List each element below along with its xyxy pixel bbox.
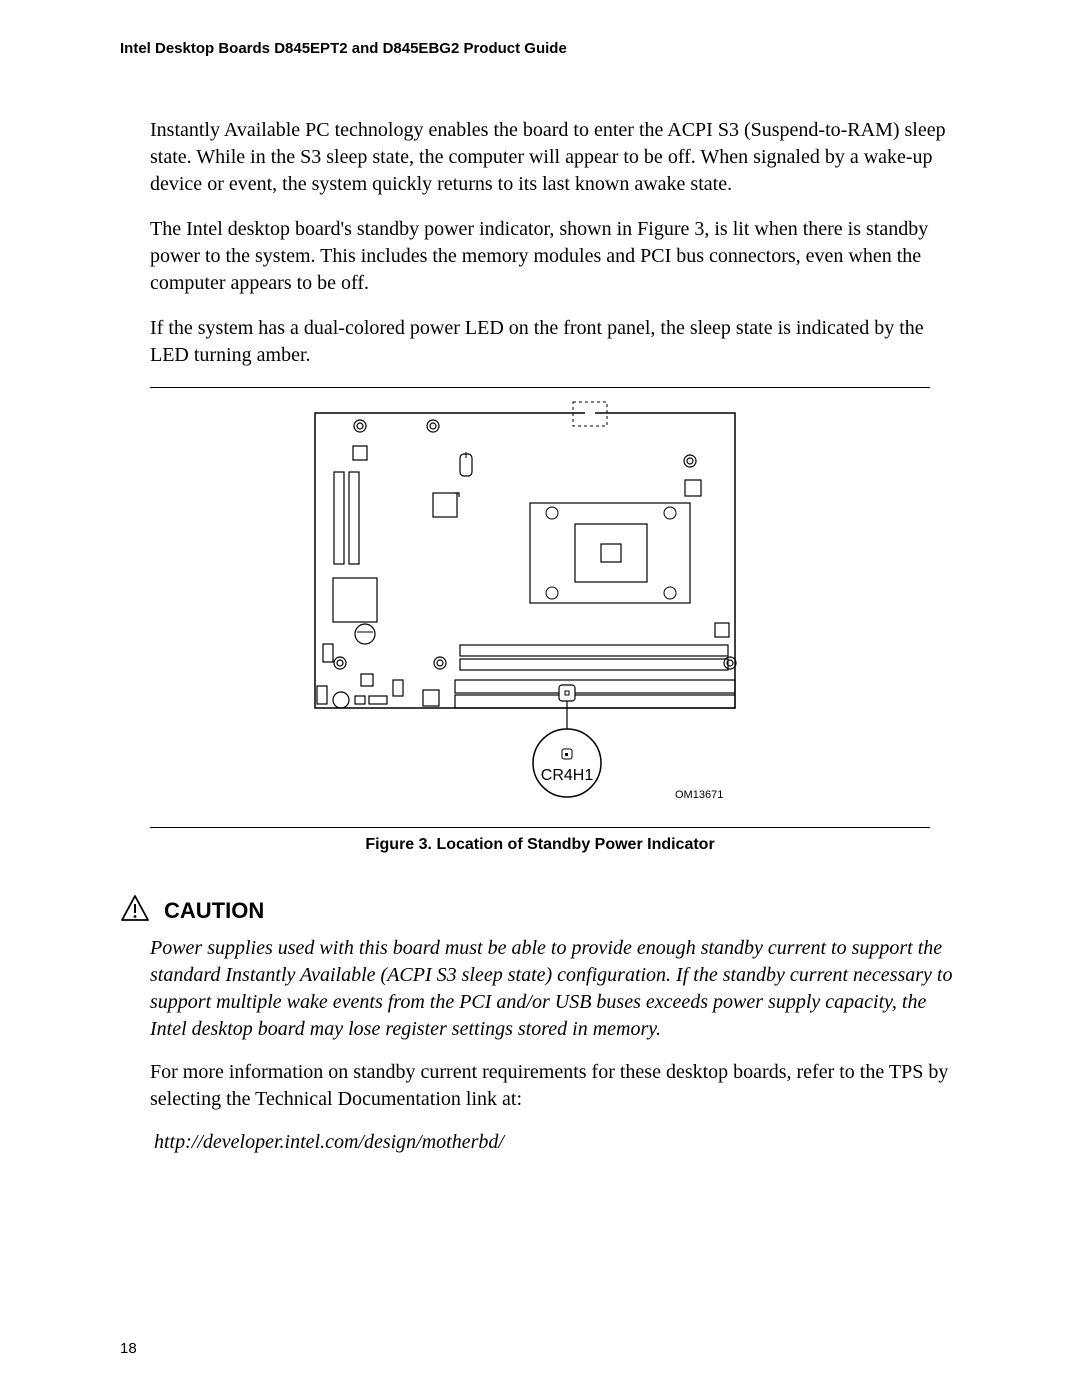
page: Intel Desktop Boards D845EPT2 and D845EB… bbox=[0, 0, 1080, 1397]
paragraph-1: Instantly Available PC technology enable… bbox=[150, 117, 960, 198]
body-section-2: For more information on standby current … bbox=[150, 1059, 960, 1113]
motherboard-svg: CR4H1 OM13671 bbox=[305, 398, 775, 818]
paragraph-4: For more information on standby current … bbox=[150, 1059, 960, 1113]
paragraph-2: The Intel desktop board's standby power … bbox=[150, 216, 960, 297]
board-diagram: CR4H1 OM13671 bbox=[150, 388, 930, 827]
reference-link: http://developer.intel.com/design/mother… bbox=[154, 1131, 960, 1154]
figure-om-label: OM13671 bbox=[675, 789, 723, 801]
figure-callout-label: CR4H1 bbox=[541, 767, 594, 784]
body-section: Instantly Available PC technology enable… bbox=[150, 117, 960, 369]
caution-label: CAUTION bbox=[164, 898, 264, 924]
figure-caption: Figure 3. Location of Standby Power Indi… bbox=[150, 836, 930, 854]
page-header: Intel Desktop Boards D845EPT2 and D845EB… bbox=[120, 40, 960, 57]
warning-icon bbox=[120, 894, 150, 927]
paragraph-3: If the system has a dual-colored power L… bbox=[150, 315, 960, 369]
page-number: 18 bbox=[120, 1340, 137, 1357]
figure-rule-bottom bbox=[150, 827, 930, 828]
caution-text: Power supplies used with this board must… bbox=[150, 935, 960, 1043]
figure-area: CR4H1 OM13671 Figure 3. Location of Stan… bbox=[150, 387, 930, 854]
caution-heading-row: CAUTION bbox=[120, 894, 960, 927]
